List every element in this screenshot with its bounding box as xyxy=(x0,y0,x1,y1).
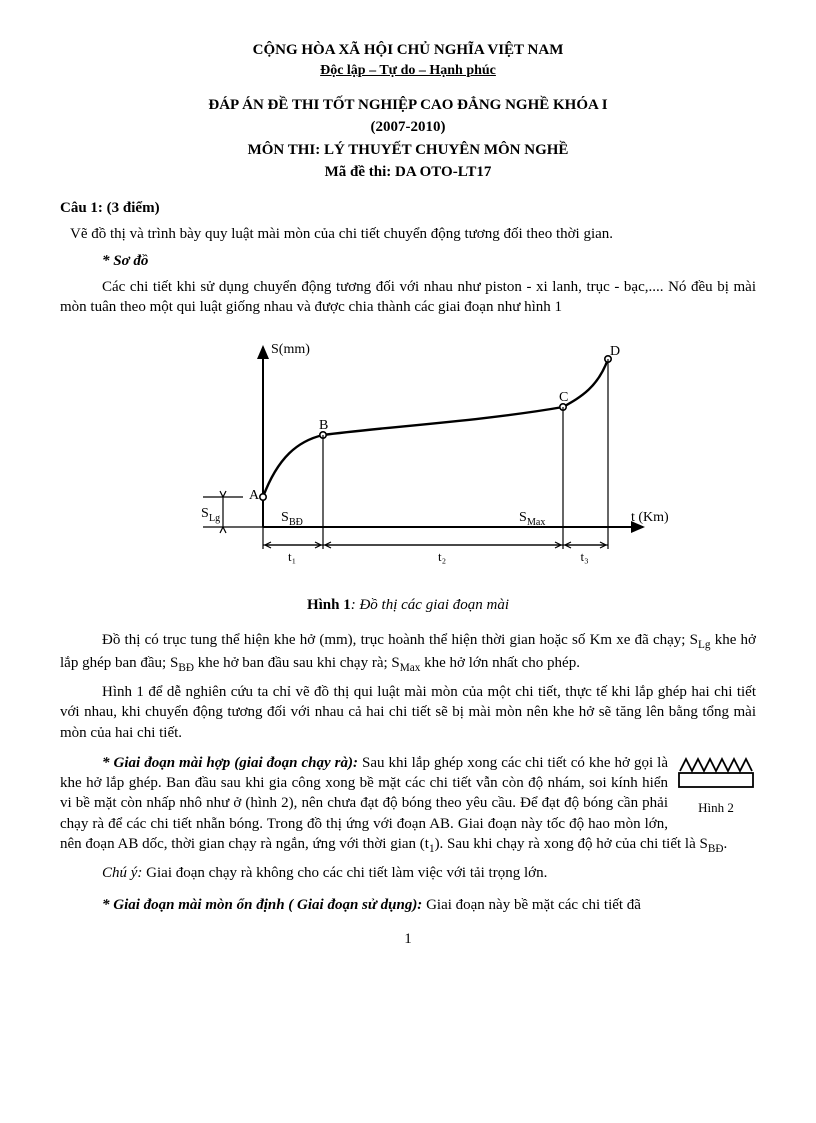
svg-text:t (Km): t (Km) xyxy=(631,510,668,525)
sodo-text: Các chi tiết khi sử dụng chuyển động tươ… xyxy=(60,277,756,318)
svg-text:S: S xyxy=(201,506,209,521)
figure-2-label: Hình 2 xyxy=(676,799,756,817)
stage-2-label: * Giai đoạn mài mòn ổn định ( Giai đoạn … xyxy=(102,897,422,913)
page-number: 1 xyxy=(60,929,756,949)
question-1-heading: Câu 1: (3 điểm) xyxy=(60,198,756,218)
svg-text:S(mm): S(mm) xyxy=(271,342,310,357)
paragraph-hinh1-note: Hình 1 để dễ nghiên cứu ta chỉ vẽ đồ thị… xyxy=(60,682,756,743)
wear-curve-chart: S(mm)t (Km)ABCDSLgSBĐSMaxt₁t₂t₃ xyxy=(60,327,756,587)
note-label: Chú ý: xyxy=(102,865,142,881)
sodo-label: * Sơ đồ xyxy=(60,251,756,271)
svg-text:B: B xyxy=(319,418,328,433)
svg-text:S: S xyxy=(281,510,289,525)
svg-text:Lg: Lg xyxy=(209,513,220,524)
figure-1-caption: Hình 1: Đồ thị các giai đoạn mài xyxy=(60,595,756,615)
wear-curve-svg: S(mm)t (Km)ABCDSLgSBĐSMaxt₁t₂t₃ xyxy=(148,327,668,587)
svg-text:BĐ: BĐ xyxy=(289,517,303,528)
figure-2-rough-surface: Hình 2 xyxy=(676,753,756,817)
question-1-prompt: Vẽ đồ thị và trình bày quy luật mài mòn … xyxy=(70,224,756,244)
figure-1-label: Hình 1 xyxy=(307,597,351,613)
note-text: Chú ý: Giai đoạn chạy rà không cho các c… xyxy=(60,863,756,883)
paragraph-axes-desc: Đồ thị có trục tung thể hiện khe hở (mm)… xyxy=(60,630,756,676)
svg-text:t₃: t₃ xyxy=(581,549,589,564)
exam-title-3: MÔN THI: LÝ THUYẾT CHUYÊN MÔN NGHỀ xyxy=(60,140,756,160)
exam-code: Mã đề thi: DA OTO-LT17 xyxy=(60,162,756,182)
svg-text:Max: Max xyxy=(527,517,545,528)
gov-header-1: CỘNG HÒA XÃ HỘI CHỦ NGHĨA VIỆT NAM xyxy=(60,40,756,60)
stage-2-text: * Giai đoạn mài mòn ổn định ( Giai đoạn … xyxy=(60,895,756,915)
svg-text:t₂: t₂ xyxy=(438,549,446,564)
stage-1-label: * Giai đoạn mài hợp (giai đoạn chạy rà): xyxy=(102,755,358,771)
svg-text:A: A xyxy=(249,488,260,503)
figure-1-desc: : Đồ thị các giai đoạn mài xyxy=(351,597,509,613)
svg-text:S: S xyxy=(519,510,527,525)
svg-text:D: D xyxy=(610,344,620,359)
gov-header-2: Độc lập – Tự do – Hạnh phúc xyxy=(60,62,756,81)
stage-1-text: * Giai đoạn mài hợp (giai đoạn chạy rà):… xyxy=(60,753,756,857)
exam-title-2: (2007-2010) xyxy=(60,117,756,137)
svg-text:C: C xyxy=(559,390,568,405)
svg-text:t₁: t₁ xyxy=(288,549,296,564)
exam-title-1: ĐÁP ÁN ĐỀ THI TỐT NGHIỆP CAO ĐẲNG NGHỀ K… xyxy=(60,95,756,115)
